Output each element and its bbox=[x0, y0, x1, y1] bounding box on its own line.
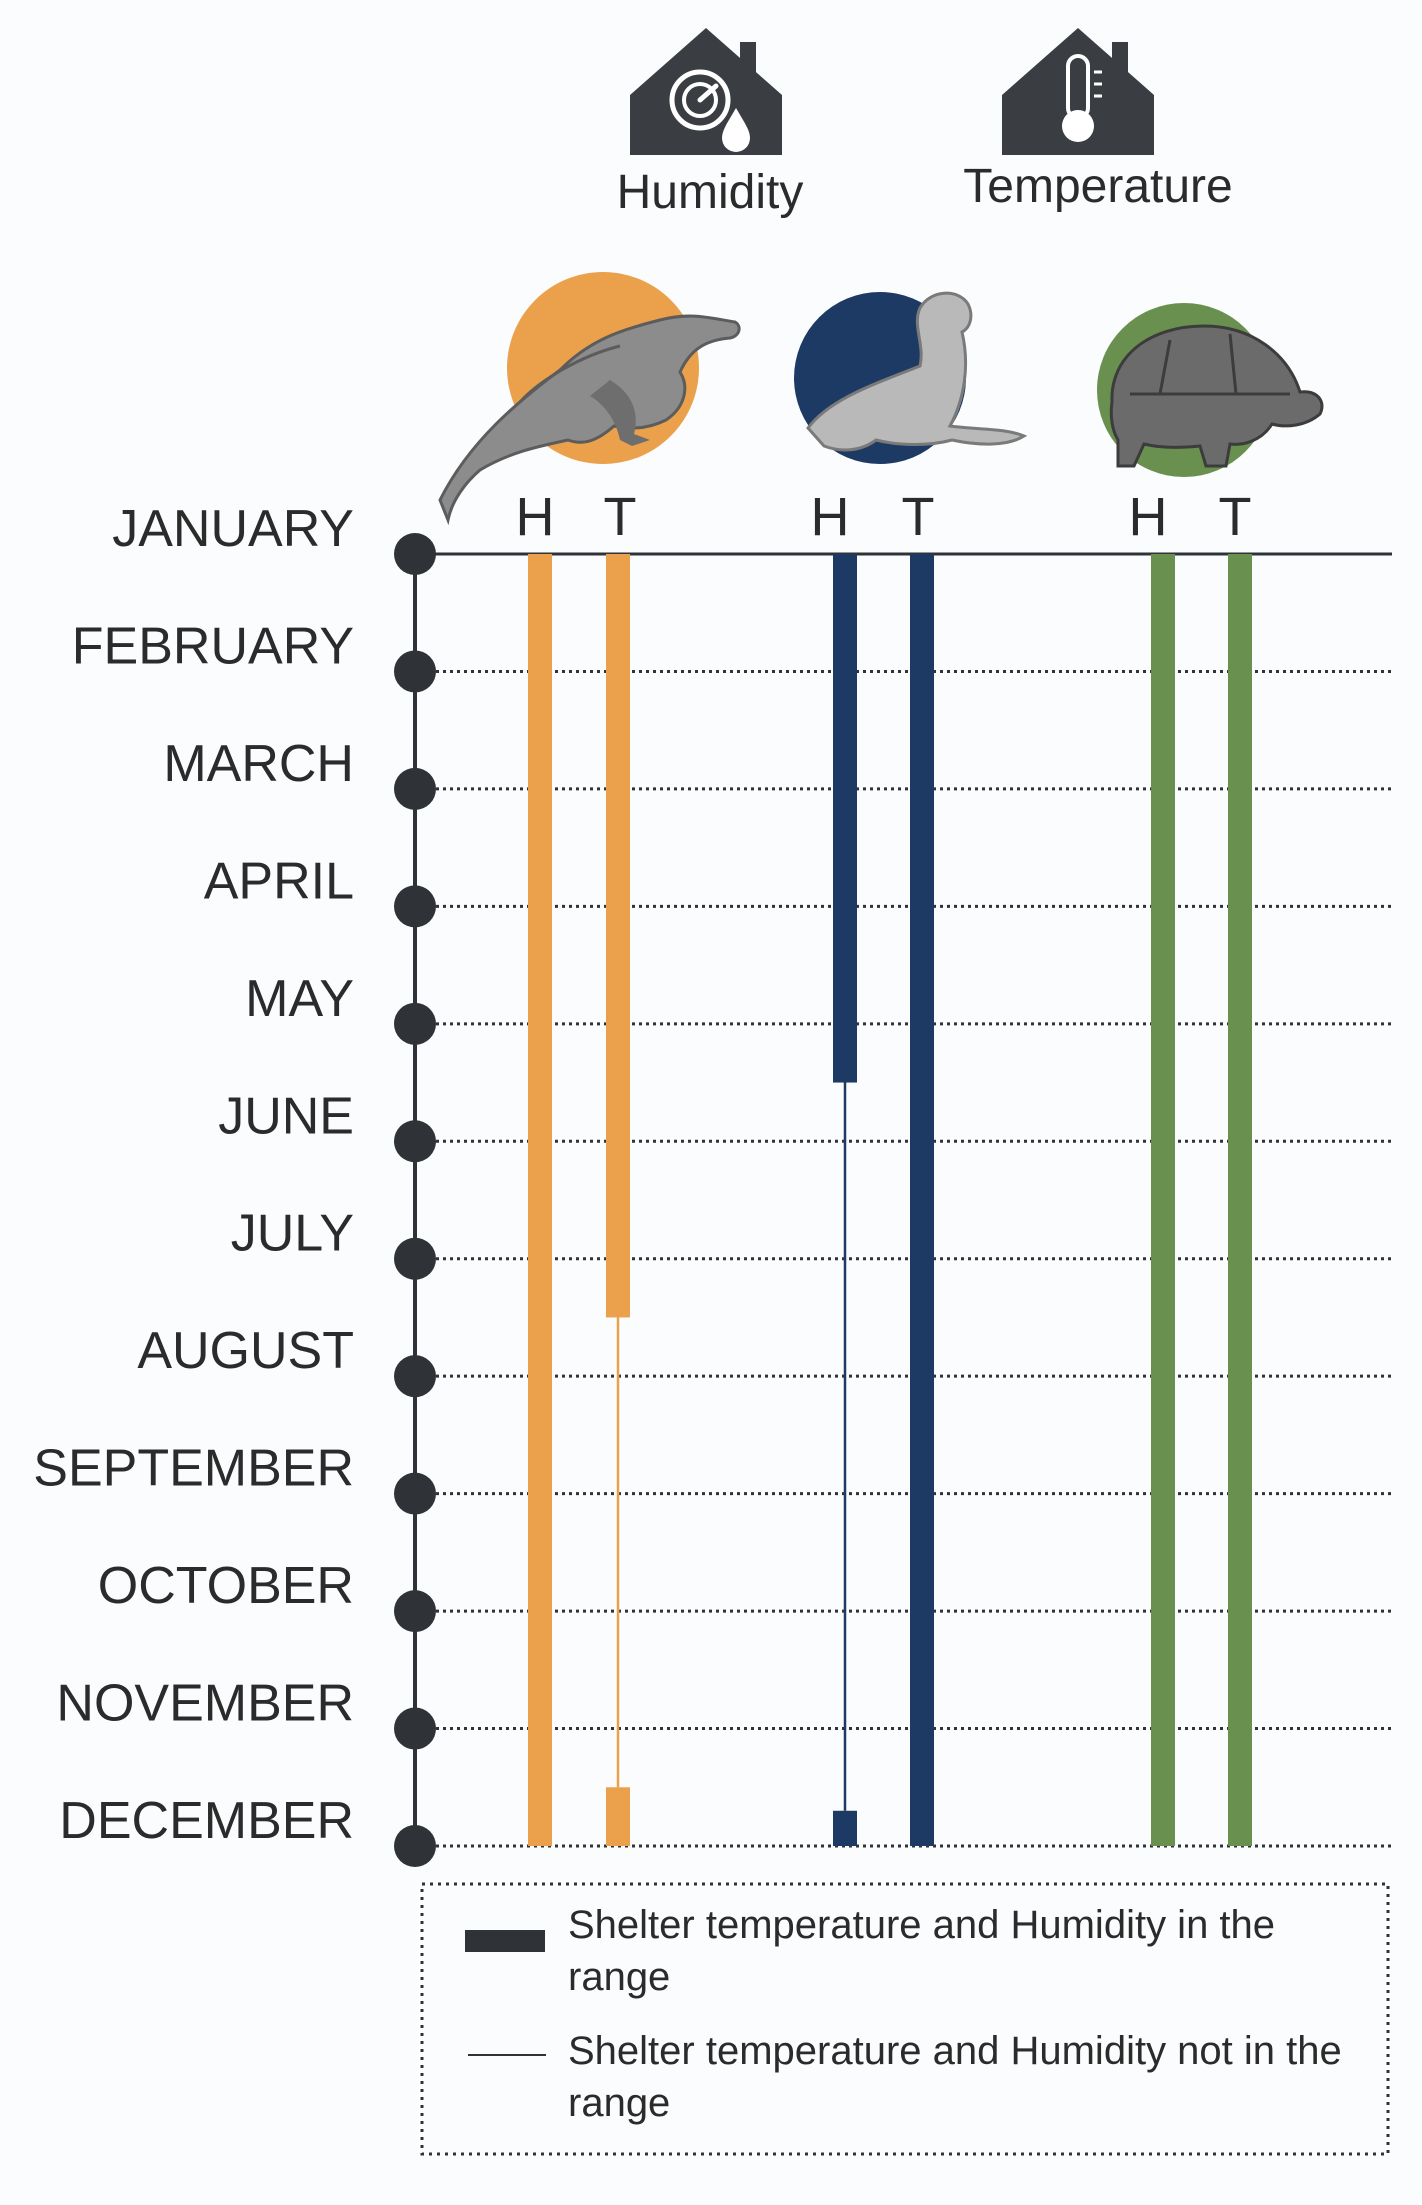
iguana-icon bbox=[438, 272, 741, 526]
month-label: AUGUST bbox=[137, 1322, 354, 1380]
column-label-t: T bbox=[1219, 487, 1252, 547]
house-thermometer-icon bbox=[1002, 28, 1154, 155]
range-bar bbox=[1151, 554, 1175, 1846]
range-bar bbox=[833, 554, 857, 1083]
month-rows: JANUARY FEBRUARY MARCH APRIL MAY JUNE JULY AUGU… bbox=[33, 500, 1392, 1867]
house-humidity-gauge-icon bbox=[630, 28, 782, 155]
month-label: OCTOBER bbox=[98, 1557, 354, 1615]
humidity-label: Humidity bbox=[617, 166, 804, 219]
legend-label-not-in-range: Shelter temperature and Humidity not in … bbox=[568, 2029, 1342, 2125]
month-label: NOVEMBER bbox=[56, 1675, 354, 1733]
month-label: DECEMBER bbox=[59, 1792, 354, 1850]
range-bar bbox=[1228, 554, 1252, 1846]
month-label: MARCH bbox=[163, 735, 354, 793]
month-label: JANUARY bbox=[112, 500, 354, 558]
month-label: JULY bbox=[231, 1205, 354, 1263]
range-bars bbox=[528, 554, 1252, 1846]
legend-swatch-in-range bbox=[465, 1930, 545, 1952]
month-label: APRIL bbox=[204, 852, 354, 910]
temperature-label: Temperature bbox=[963, 160, 1232, 213]
column-label-t: T bbox=[604, 487, 637, 547]
month-label: SEPTEMBER bbox=[33, 1440, 354, 1498]
legend-label-in-range: Shelter temperature and Humidity in the r… bbox=[568, 1903, 1275, 1999]
column-label-h: H bbox=[516, 487, 555, 547]
tortoise-icon bbox=[1097, 303, 1324, 477]
month-label: MAY bbox=[245, 970, 354, 1028]
range-bar bbox=[606, 1787, 630, 1846]
column-label-h: H bbox=[1129, 487, 1168, 547]
range-bar bbox=[528, 554, 552, 1846]
sea-lion-icon bbox=[794, 291, 1028, 464]
range-bar bbox=[833, 1810, 857, 1846]
column-label-h: H bbox=[811, 487, 850, 547]
legend: Shelter temperature and Humidity in the r… bbox=[420, 1882, 1390, 2156]
range-bar bbox=[910, 554, 934, 1846]
month-label: FEBRUARY bbox=[72, 617, 354, 675]
range-bar bbox=[606, 554, 630, 1318]
column-label-t: T bbox=[902, 487, 935, 547]
legend-box bbox=[420, 1882, 1390, 2156]
month-label: JUNE bbox=[218, 1087, 354, 1145]
